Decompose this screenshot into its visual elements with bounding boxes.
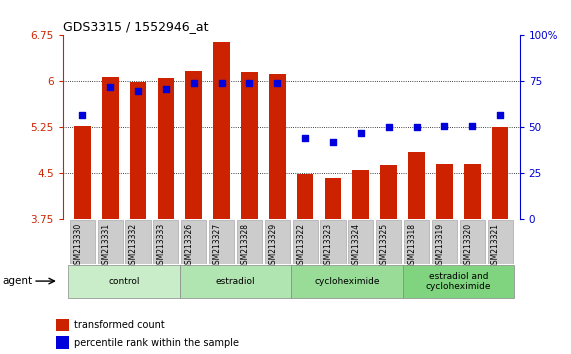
Point [328,139,337,145]
Point [245,80,254,86]
Text: GSM213321: GSM213321 [491,223,500,269]
Point [356,130,365,136]
Point [273,80,282,86]
Bar [325,178,341,219]
Text: GSM213319: GSM213319 [436,223,444,269]
FancyBboxPatch shape [292,220,317,264]
FancyBboxPatch shape [98,220,123,264]
FancyBboxPatch shape [237,220,262,264]
Bar [464,164,481,219]
FancyBboxPatch shape [403,265,514,298]
Bar [213,41,230,219]
Bar [158,78,174,219]
FancyBboxPatch shape [181,220,206,264]
Text: estradiol: estradiol [216,277,255,286]
FancyBboxPatch shape [154,220,178,264]
FancyBboxPatch shape [265,220,290,264]
Point [217,80,226,86]
Text: cycloheximide: cycloheximide [314,277,380,286]
Point [496,112,505,118]
Text: percentile rank within the sample: percentile rank within the sample [74,338,239,348]
Bar [380,165,397,219]
Bar [57,336,69,349]
Bar [352,170,369,219]
FancyBboxPatch shape [70,220,95,264]
FancyBboxPatch shape [404,220,429,264]
FancyBboxPatch shape [180,265,291,298]
Bar [74,126,91,219]
FancyBboxPatch shape [291,265,403,298]
Bar [186,71,202,219]
Text: GSM213323: GSM213323 [324,223,333,269]
Text: GSM213333: GSM213333 [157,223,166,269]
FancyBboxPatch shape [460,220,485,264]
Point [134,88,143,93]
FancyBboxPatch shape [69,265,180,298]
Point [189,80,198,86]
Point [384,125,393,130]
Text: GSM213331: GSM213331 [101,223,110,269]
Bar [269,74,286,219]
Point [412,125,421,130]
FancyBboxPatch shape [209,220,234,264]
Point [78,112,87,118]
Bar [492,127,508,219]
FancyBboxPatch shape [488,220,513,264]
Text: GSM213320: GSM213320 [463,223,472,269]
Point [106,84,115,90]
FancyBboxPatch shape [126,220,151,264]
Text: control: control [108,277,140,286]
Text: agent: agent [3,276,33,286]
FancyBboxPatch shape [348,220,373,264]
Text: transformed count: transformed count [74,320,165,330]
Bar [102,77,119,219]
Text: GDS3315 / 1552946_at: GDS3315 / 1552946_at [63,20,208,33]
Text: GSM213322: GSM213322 [296,223,305,269]
Bar [241,72,258,219]
Text: GSM213318: GSM213318 [408,223,417,269]
Text: GSM213328: GSM213328 [240,223,250,269]
Bar [297,174,313,219]
Text: GSM213329: GSM213329 [268,223,278,269]
Text: estradiol and
cycloheximide: estradiol and cycloheximide [425,272,491,291]
Point [468,123,477,129]
Text: GSM213325: GSM213325 [380,223,389,269]
Bar [436,164,453,219]
Text: GSM213324: GSM213324 [352,223,361,269]
Bar [57,319,69,331]
Text: GSM213327: GSM213327 [212,223,222,269]
Text: GSM213332: GSM213332 [129,223,138,269]
Point [161,86,170,92]
FancyBboxPatch shape [320,220,345,264]
Text: GSM213330: GSM213330 [73,223,82,269]
FancyBboxPatch shape [376,220,401,264]
Bar [408,152,425,219]
Bar [130,82,146,219]
Point [300,136,309,141]
FancyBboxPatch shape [432,220,457,264]
Point [440,123,449,129]
Text: GSM213326: GSM213326 [185,223,194,269]
